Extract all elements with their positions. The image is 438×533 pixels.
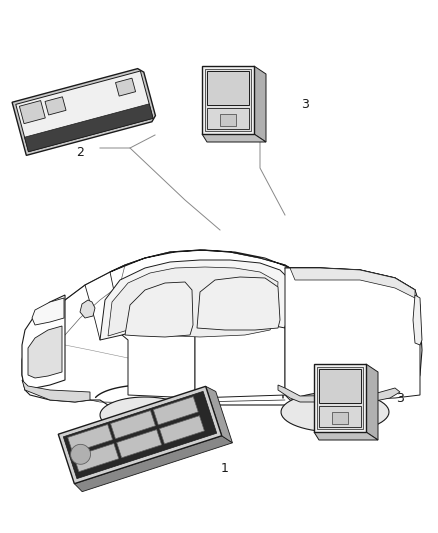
Polygon shape — [22, 295, 65, 390]
Polygon shape — [122, 328, 195, 398]
Polygon shape — [314, 432, 378, 440]
Polygon shape — [19, 101, 45, 124]
Polygon shape — [317, 367, 363, 429]
Polygon shape — [254, 66, 266, 142]
Polygon shape — [68, 424, 113, 453]
Polygon shape — [125, 282, 193, 337]
Polygon shape — [45, 97, 66, 115]
Polygon shape — [74, 443, 119, 472]
Polygon shape — [100, 260, 290, 342]
Polygon shape — [25, 104, 153, 152]
Polygon shape — [16, 71, 153, 152]
Polygon shape — [314, 364, 366, 432]
Polygon shape — [116, 78, 136, 96]
Polygon shape — [28, 326, 62, 378]
Polygon shape — [32, 298, 64, 325]
Polygon shape — [413, 295, 422, 345]
Polygon shape — [12, 69, 155, 156]
Polygon shape — [220, 114, 236, 126]
Polygon shape — [58, 386, 222, 483]
Text: 3: 3 — [396, 392, 404, 405]
Polygon shape — [281, 392, 389, 432]
Polygon shape — [22, 250, 422, 408]
Polygon shape — [202, 134, 266, 142]
Polygon shape — [108, 267, 278, 337]
Polygon shape — [197, 277, 280, 330]
Polygon shape — [207, 71, 249, 105]
Text: 2: 2 — [76, 147, 84, 159]
Text: 1: 1 — [221, 462, 229, 474]
Polygon shape — [195, 323, 285, 398]
Polygon shape — [202, 66, 254, 134]
Polygon shape — [285, 268, 420, 400]
Polygon shape — [22, 380, 90, 402]
Polygon shape — [206, 386, 233, 443]
Polygon shape — [110, 250, 290, 272]
Polygon shape — [110, 410, 155, 439]
Polygon shape — [332, 412, 348, 424]
Polygon shape — [100, 397, 190, 433]
Polygon shape — [205, 69, 251, 131]
Polygon shape — [159, 416, 205, 444]
Polygon shape — [319, 406, 361, 427]
Polygon shape — [278, 385, 400, 402]
Polygon shape — [366, 364, 378, 440]
Polygon shape — [207, 108, 249, 129]
Polygon shape — [319, 369, 361, 403]
Polygon shape — [64, 391, 217, 479]
Text: 3: 3 — [301, 99, 309, 111]
Polygon shape — [117, 430, 162, 458]
Polygon shape — [74, 436, 233, 491]
Polygon shape — [153, 397, 198, 425]
Polygon shape — [71, 445, 91, 464]
Polygon shape — [80, 300, 95, 318]
Polygon shape — [290, 268, 415, 298]
